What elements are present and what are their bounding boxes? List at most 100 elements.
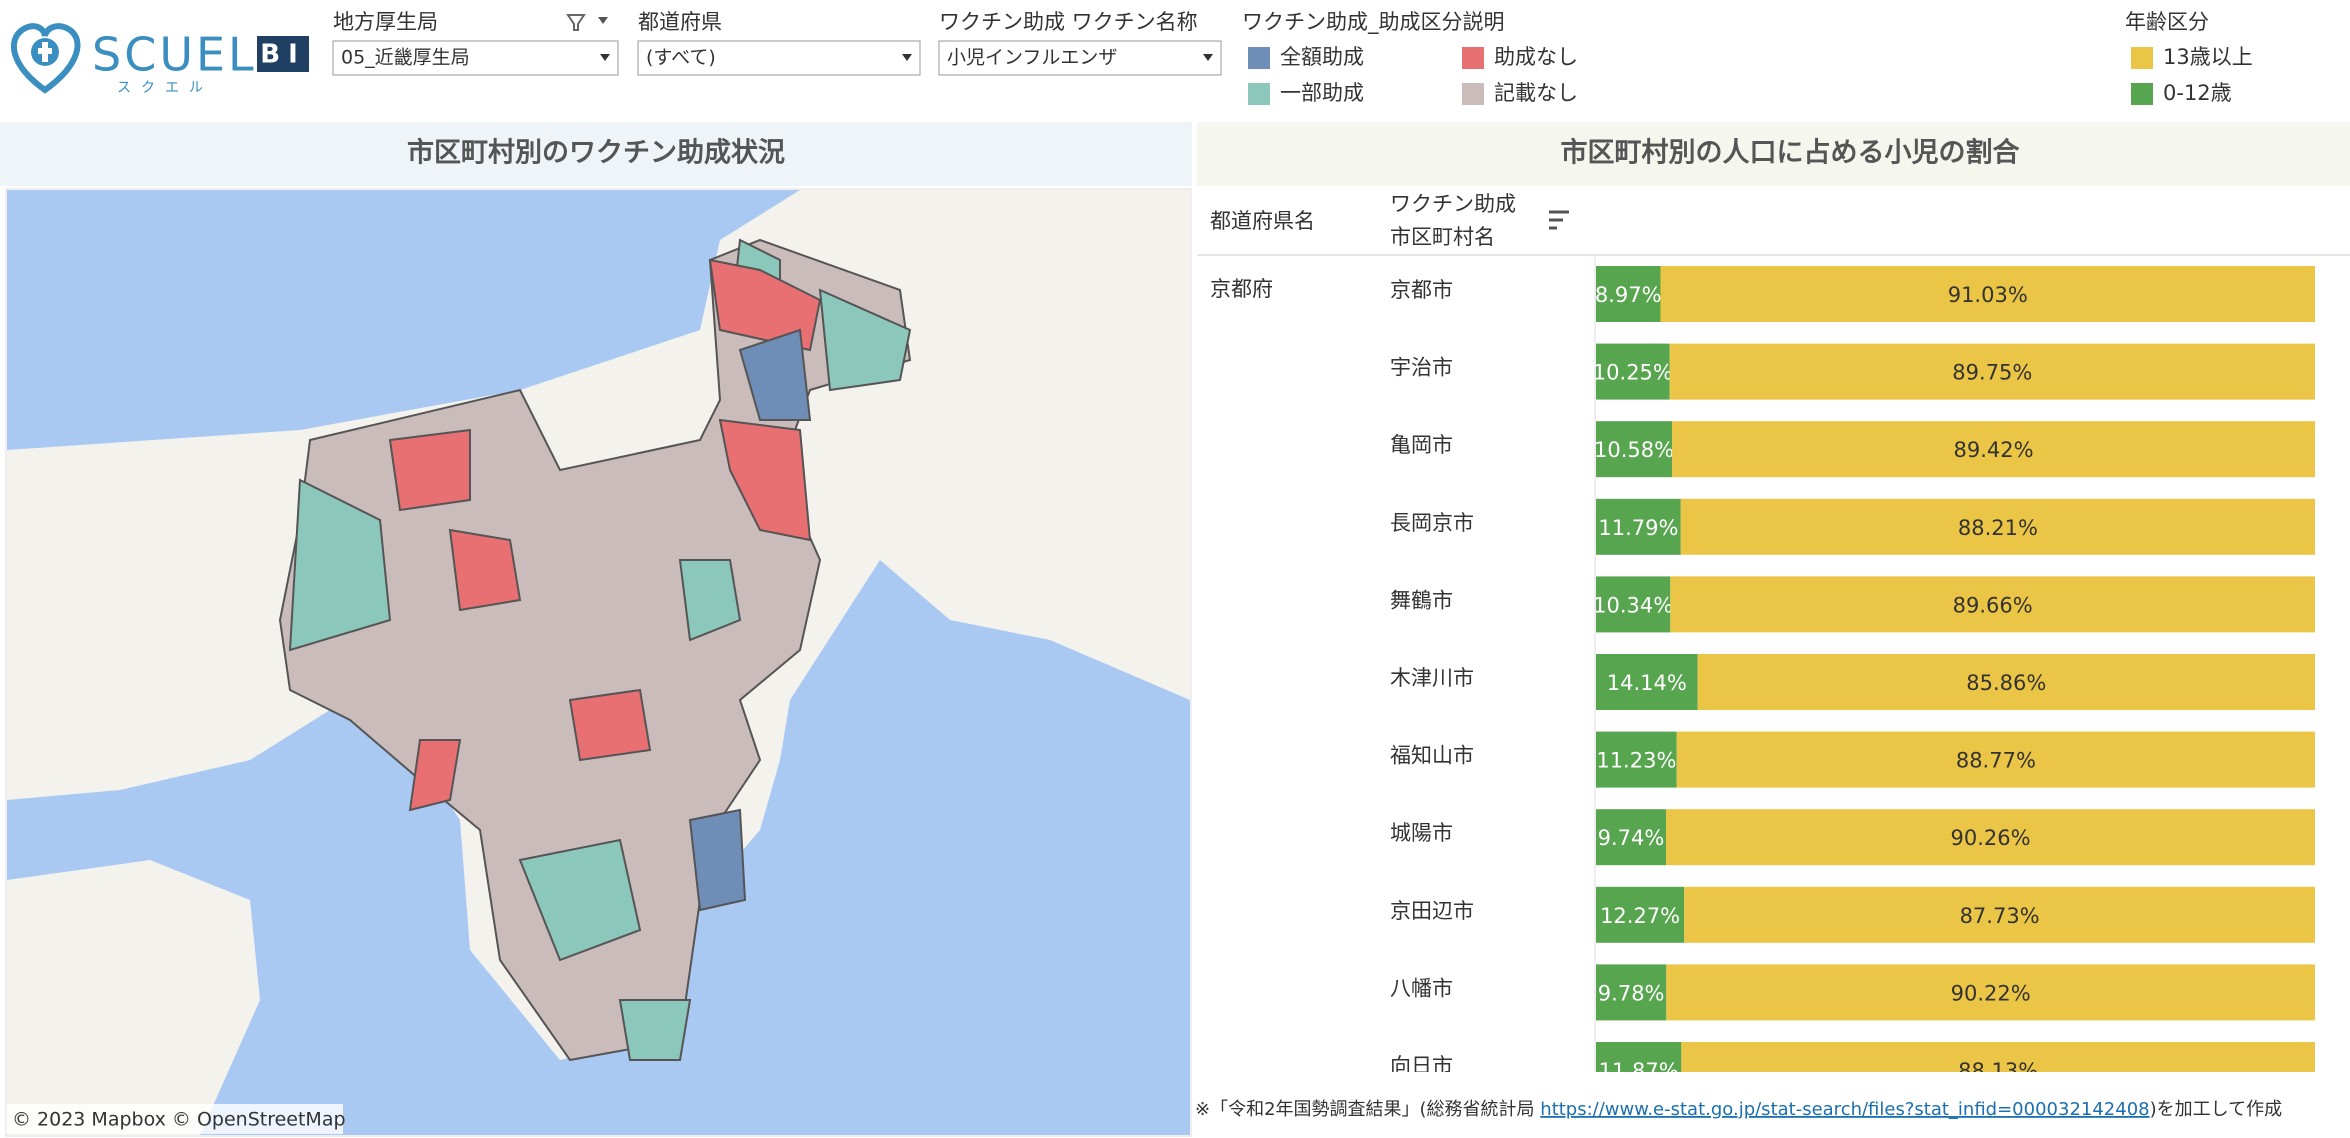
bar-segment[interactable] xyxy=(1596,1042,1682,1098)
bar-label: 87.73% xyxy=(1960,904,2040,928)
city-name: 京田辺市 xyxy=(1390,899,1474,923)
filter-icon[interactable] xyxy=(566,14,586,31)
bar-segment[interactable] xyxy=(1596,964,1667,1021)
footnote-text: ※「令和2年国勢調査結果」(総務省統計局 xyxy=(1195,1099,1540,1120)
bar-label: 88.77% xyxy=(1956,749,2036,773)
map-attribution: © 2023 Mapbox © OpenStreetMap xyxy=(12,1109,346,1131)
bar-segment[interactable] xyxy=(1596,421,1673,478)
bar-segment[interactable] xyxy=(1666,964,2315,1021)
bar-label: 11.23% xyxy=(1596,749,1676,773)
bar-label: 11.87% xyxy=(1599,1059,1679,1083)
column-header: ワクチン助成 xyxy=(1390,192,1516,216)
legend-swatch[interactable] xyxy=(2131,83,2153,105)
bar-label: 9.74% xyxy=(1598,826,1665,850)
legend-swatch[interactable] xyxy=(1462,83,1484,105)
legend-swatch[interactable] xyxy=(1462,47,1484,69)
bar-segment[interactable] xyxy=(1684,886,2315,943)
bar-label: 8.97% xyxy=(1595,283,1662,307)
filter-value: 小児インフルエンザ xyxy=(947,47,1117,69)
prefecture-name: 京都府 xyxy=(1210,277,1273,301)
city-name: 八幡市 xyxy=(1390,976,1453,1000)
city-name: 福知山市 xyxy=(1390,744,1474,768)
bar-label: 89.42% xyxy=(1953,438,2033,462)
bar-segment[interactable] xyxy=(1596,266,1661,322)
bar-label: 10.25% xyxy=(1593,361,1673,385)
bar-label: 10.34% xyxy=(1593,593,1673,617)
panel-title: 市区町村別のワクチン助成状況 xyxy=(407,137,785,169)
filter-value: 05_近畿厚生局 xyxy=(341,47,470,69)
panel-title: 市区町村別の人口に占める小児の割合 xyxy=(1561,137,2020,169)
bar-segment[interactable] xyxy=(1660,266,2315,322)
bar-segment[interactable] xyxy=(1669,343,2315,400)
dropdown-arrow xyxy=(598,17,608,24)
filter-label: 地方厚生局 xyxy=(333,10,438,34)
legend-title: 年齢区分 xyxy=(2125,10,2209,34)
filter-dropdown[interactable] xyxy=(938,40,1222,76)
bar-label: 9.78% xyxy=(1598,981,1665,1005)
bar-label: 91.03% xyxy=(1948,283,2028,307)
bar-label: 14.14% xyxy=(1607,671,1687,695)
bar-segment[interactable] xyxy=(1672,421,2315,478)
legend-title: ワクチン助成_助成区分説明 xyxy=(1242,10,1505,35)
city-name: 長岡京市 xyxy=(1390,511,1474,535)
filter-dropdown[interactable] xyxy=(332,40,619,76)
city-name: 舞鶴市 xyxy=(1390,588,1453,612)
bar-label: 85.86% xyxy=(1966,671,2046,695)
bar-label: 11.79% xyxy=(1598,516,1678,540)
filter-label: 都道府県 xyxy=(638,10,722,34)
bar-segment[interactable] xyxy=(1596,809,1667,866)
sort-icon[interactable] xyxy=(1549,210,1569,230)
bar-segment[interactable] xyxy=(1697,654,2315,710)
dropdown-arrow xyxy=(600,54,610,61)
bar-label: 12.27% xyxy=(1600,904,1680,928)
bar-label: 10.58% xyxy=(1594,438,1674,462)
city-name: 木津川市 xyxy=(1390,666,1474,690)
bar-segment[interactable] xyxy=(1596,343,1670,400)
logo-text: SCUEL xyxy=(92,28,257,82)
column-header: 市区町村名 xyxy=(1390,225,1495,249)
bar-segment[interactable] xyxy=(1596,731,1677,788)
legend-label: 0-12歳 xyxy=(2163,81,2232,105)
map-frame xyxy=(5,188,1192,1137)
map-title-bar xyxy=(0,122,1192,186)
bar-segment[interactable] xyxy=(1596,886,1685,943)
bar-segment[interactable] xyxy=(1596,576,1671,633)
bar-label: 88.13% xyxy=(1958,1059,2038,1083)
footnote: ※「令和2年国勢調査結果」(総務省統計局 https://www.e-stat.… xyxy=(1195,1099,2282,1120)
bar-label: 89.66% xyxy=(1953,593,2033,617)
legend-swatch[interactable] xyxy=(2131,47,2153,69)
bar-segment[interactable] xyxy=(1681,1042,2315,1098)
dropdown-arrow xyxy=(902,54,912,61)
bar-segment[interactable] xyxy=(1676,731,2315,788)
bar-segment[interactable] xyxy=(1596,498,1681,555)
bar-segment[interactable] xyxy=(1670,576,2315,633)
filter-value: (すべて) xyxy=(646,47,716,69)
bar-label: 89.75% xyxy=(1952,361,2032,385)
dropdown-arrow xyxy=(1203,54,1213,61)
legend-swatch[interactable] xyxy=(1248,47,1270,69)
logo-badge-bg xyxy=(257,36,309,72)
city-name: 亀岡市 xyxy=(1390,433,1453,457)
logo-kana: スクエル xyxy=(117,80,213,96)
bar-segment[interactable] xyxy=(1666,809,2315,866)
filter-label: ワクチン助成 ワクチン名称 xyxy=(939,10,1198,34)
footnote-link[interactable]: https://www.e-stat.go.jp/stat-search/fil… xyxy=(1540,1099,2149,1120)
filter-dropdown[interactable] xyxy=(637,40,921,76)
table-body: 京都府 京都市 8.97% 91.03% 宇治市 10.25% 89.75% 亀岡市 10.58… xyxy=(1210,266,2315,1098)
city-name: 城陽市 xyxy=(1390,821,1453,845)
legend-label: 全額助成 xyxy=(1280,45,1364,69)
city-name: 向日市 xyxy=(1390,1054,1453,1078)
legend-label: 一部助成 xyxy=(1280,81,1364,105)
footnote-text: )を加工して作成 xyxy=(2150,1099,2282,1120)
logo-badge: BI xyxy=(260,40,306,70)
bar-label: 88.21% xyxy=(1958,516,2038,540)
legend-swatch[interactable] xyxy=(1248,83,1270,105)
bar-segment[interactable] xyxy=(1596,654,1698,710)
table-title-bar xyxy=(1197,122,2350,186)
bar-segment[interactable] xyxy=(1680,498,2315,555)
map xyxy=(7,190,1190,1135)
city-name: 京都市 xyxy=(1390,278,1453,302)
legend-label: 13歳以上 xyxy=(2163,45,2253,69)
